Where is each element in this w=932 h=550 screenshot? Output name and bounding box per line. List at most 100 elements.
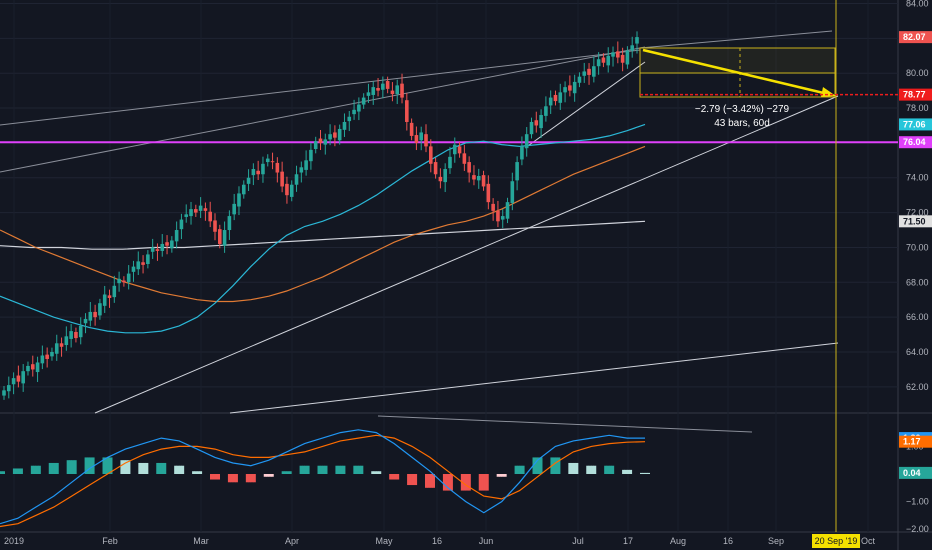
- candle[interactable]: [198, 197, 203, 219]
- candle[interactable]: [88, 301, 93, 327]
- candle[interactable]: [35, 356, 40, 382]
- candle[interactable]: [606, 47, 611, 73]
- candle[interactable]: [179, 213, 184, 240]
- candle[interactable]: [558, 83, 563, 110]
- candle[interactable]: [500, 208, 505, 229]
- candle[interactable]: [577, 72, 582, 88]
- candle[interactable]: [59, 337, 64, 357]
- candle[interactable]: [174, 221, 179, 249]
- candle[interactable]: [428, 139, 433, 173]
- candle[interactable]: [208, 201, 213, 228]
- candle[interactable]: [481, 170, 486, 191]
- candle[interactable]: [237, 186, 241, 216]
- candle[interactable]: [472, 165, 476, 186]
- candle[interactable]: [395, 79, 400, 105]
- candle[interactable]: [194, 204, 198, 217]
- candle[interactable]: [520, 136, 524, 166]
- candle[interactable]: [2, 385, 6, 400]
- candle[interactable]: [275, 157, 280, 183]
- price-axis[interactable]: 62.0064.0066.0068.0070.0072.0074.0076.00…: [899, 0, 932, 534]
- candle[interactable]: [328, 124, 332, 146]
- candle[interactable]: [376, 78, 380, 97]
- candle[interactable]: [438, 168, 443, 189]
- candle[interactable]: [524, 127, 529, 157]
- candle[interactable]: [405, 93, 409, 131]
- candle[interactable]: [217, 224, 222, 249]
- candle[interactable]: [289, 180, 294, 202]
- candle[interactable]: [30, 355, 35, 377]
- candle[interactable]: [304, 150, 308, 176]
- candle[interactable]: [529, 117, 534, 139]
- candle[interactable]: [261, 156, 265, 183]
- candle[interactable]: [160, 234, 165, 257]
- time-axis[interactable]: 2019 Feb Mar Apr May 16 Jun Jul 17 Aug 16 Sep Oct20 …: [4, 534, 876, 548]
- candle[interactable]: [366, 83, 371, 103]
- trendline[interactable]: [524, 61, 646, 149]
- candle[interactable]: [40, 345, 45, 370]
- candle[interactable]: [150, 238, 155, 259]
- candle[interactable]: [548, 90, 553, 114]
- candle[interactable]: [582, 62, 587, 83]
- candle[interactable]: [620, 47, 625, 72]
- candle[interactable]: [616, 41, 620, 64]
- candle[interactable]: [414, 126, 419, 151]
- candle[interactable]: [184, 204, 189, 223]
- candle[interactable]: [54, 334, 59, 361]
- candle[interactable]: [280, 161, 284, 193]
- candle[interactable]: [486, 175, 491, 210]
- candle[interactable]: [323, 133, 328, 155]
- trendline[interactable]: [0, 46, 646, 173]
- candle[interactable]: [241, 180, 246, 199]
- candle[interactable]: [21, 364, 25, 392]
- candle[interactable]: [534, 111, 539, 133]
- candle[interactable]: [256, 160, 260, 181]
- candle[interactable]: [361, 93, 366, 109]
- candle[interactable]: [318, 129, 323, 151]
- candle[interactable]: [83, 313, 88, 334]
- candle[interactable]: [553, 90, 558, 106]
- candle[interactable]: [270, 152, 275, 170]
- candle[interactable]: [117, 271, 121, 292]
- candle[interactable]: [222, 221, 227, 253]
- candle[interactable]: [165, 235, 169, 255]
- candle[interactable]: [539, 109, 543, 139]
- candle[interactable]: [572, 74, 577, 102]
- candle[interactable]: [189, 201, 193, 225]
- candle[interactable]: [419, 126, 424, 151]
- candle[interactable]: [462, 144, 467, 171]
- candle[interactable]: [390, 82, 395, 102]
- candle[interactable]: [232, 193, 236, 221]
- candle[interactable]: [333, 125, 337, 147]
- candle[interactable]: [424, 124, 428, 153]
- candle[interactable]: [155, 243, 160, 261]
- candle[interactable]: [611, 46, 615, 67]
- candle[interactable]: [16, 365, 21, 388]
- candle[interactable]: [357, 97, 361, 121]
- candle[interactable]: [45, 347, 49, 368]
- candle[interactable]: [122, 276, 126, 287]
- candle[interactable]: [313, 136, 318, 154]
- trendline[interactable]: [229, 342, 839, 414]
- candle[interactable]: [443, 163, 447, 193]
- candle[interactable]: [337, 124, 342, 145]
- candle[interactable]: [568, 75, 572, 97]
- candle[interactable]: [433, 157, 438, 179]
- candle[interactable]: [294, 165, 299, 192]
- candle[interactable]: [227, 210, 232, 240]
- candle[interactable]: [342, 113, 347, 137]
- trendline[interactable]: [639, 30, 833, 49]
- candle[interactable]: [136, 251, 141, 275]
- candle[interactable]: [141, 255, 145, 274]
- candle[interactable]: [467, 156, 471, 183]
- candle[interactable]: [544, 96, 548, 122]
- candle[interactable]: [505, 197, 510, 224]
- candle[interactable]: [496, 200, 500, 228]
- candle[interactable]: [64, 326, 69, 351]
- candle[interactable]: [409, 118, 414, 141]
- candle[interactable]: [385, 76, 390, 94]
- candle[interactable]: [6, 376, 11, 399]
- candle[interactable]: [448, 146, 452, 174]
- candle[interactable]: [510, 172, 515, 211]
- candle[interactable]: [596, 52, 601, 75]
- trendline[interactable]: [94, 95, 839, 414]
